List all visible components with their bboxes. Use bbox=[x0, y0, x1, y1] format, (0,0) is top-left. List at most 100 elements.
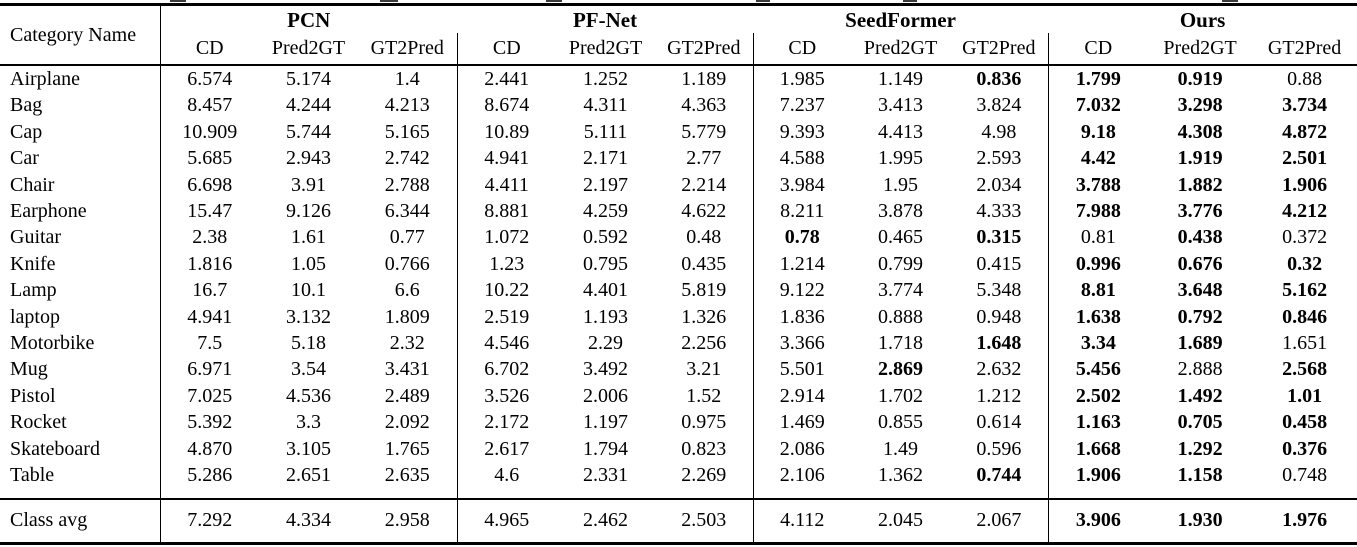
category-cell: Earphone bbox=[0, 198, 161, 225]
category-cell: Table bbox=[0, 462, 161, 489]
value-cell: 0.438 bbox=[1177, 226, 1223, 249]
value-cell: 1.52 bbox=[686, 384, 722, 407]
value-cell: 1.882 bbox=[1177, 173, 1223, 196]
value-cell: 3.91 bbox=[291, 173, 326, 196]
value-cell: 2.172 bbox=[456, 409, 557, 436]
value-cell: 0.888 bbox=[878, 305, 924, 328]
value-cell: 1.985 bbox=[752, 65, 852, 93]
value-cell: 2.489 bbox=[384, 384, 430, 407]
value-cell: 2.651 bbox=[286, 464, 331, 487]
spacer-row bbox=[0, 488, 1357, 499]
metric-header-cd: CD bbox=[1047, 33, 1149, 66]
value-cell: 4.941 bbox=[187, 305, 233, 328]
value-cell: 3.3 bbox=[296, 411, 321, 434]
category-cell: Airplane bbox=[0, 65, 161, 93]
metric-header-gt2pred: GT2Pred bbox=[1252, 33, 1357, 66]
value-cell: 7.025 bbox=[187, 384, 233, 407]
value-cell: 1.718 bbox=[878, 332, 924, 355]
value-cell: 0.705 bbox=[1177, 411, 1223, 434]
value-cell: 1.292 bbox=[1177, 437, 1223, 460]
value-cell: 5.18 bbox=[291, 332, 326, 355]
value-cell: 2.869 bbox=[878, 358, 924, 381]
value-cell: 6.344 bbox=[384, 200, 430, 223]
clipped-caption-fragment bbox=[903, 0, 917, 2]
value-cell: 10.89 bbox=[456, 118, 557, 146]
value-cell: 3.878 bbox=[878, 200, 924, 223]
value-cell: 2.171 bbox=[583, 147, 629, 170]
value-cell: 6.702 bbox=[456, 356, 557, 383]
value-cell: 1.23 bbox=[456, 250, 557, 278]
value-cell: 1.212 bbox=[976, 384, 1022, 407]
category-cell: Skateboard bbox=[0, 435, 161, 463]
value-cell: 1.492 bbox=[1177, 384, 1223, 407]
value-cell: 0.458 bbox=[1282, 411, 1328, 434]
value-cell: 0.996 bbox=[1047, 250, 1149, 278]
metric-header-pred2gt: Pred2GT bbox=[851, 33, 951, 66]
category-cell: Rocket bbox=[0, 409, 161, 436]
category-cell: Motorbike bbox=[0, 330, 161, 357]
category-cell: Cap bbox=[0, 118, 161, 146]
value-cell: 0.614 bbox=[976, 411, 1022, 434]
value-cell: 3.776 bbox=[1177, 200, 1223, 223]
value-cell: 1.809 bbox=[384, 305, 430, 328]
value-cell: 4.212 bbox=[1282, 200, 1328, 223]
spacer-cell bbox=[160, 489, 259, 499]
value-cell: 0.855 bbox=[878, 411, 924, 434]
spacer-cell bbox=[259, 489, 358, 499]
value-cell: 1.163 bbox=[1047, 409, 1149, 436]
value-cell: 0.823 bbox=[681, 437, 727, 460]
spacer-cell bbox=[0, 488, 161, 499]
value-cell: 2.197 bbox=[583, 173, 629, 196]
value-cell: 4.311 bbox=[583, 94, 628, 117]
clipped-caption-fragment bbox=[546, 0, 562, 2]
value-cell: 3.492 bbox=[583, 358, 629, 381]
value-cell: 5.174 bbox=[286, 68, 331, 90]
value-cell: 2.503 bbox=[655, 497, 754, 543]
value-cell: 1.648 bbox=[976, 332, 1022, 355]
value-cell: 0.975 bbox=[681, 411, 727, 434]
value-cell: 3.105 bbox=[286, 437, 331, 460]
value-cell: 4.588 bbox=[752, 145, 852, 172]
value-cell: 2.914 bbox=[752, 382, 852, 410]
table-row: Airplane 6.574 5.174 1.4 2.441 1.252 1.189 1.98… bbox=[0, 65, 1357, 93]
value-cell: 4.333 bbox=[976, 200, 1022, 223]
value-cell: 1.469 bbox=[752, 409, 852, 436]
value-cell: 1.976 bbox=[1252, 497, 1357, 543]
spacer-cell bbox=[358, 489, 457, 499]
table-row: Chair 6.698 3.91 2.788 4.411 2.197 2.214 3.984 1… bbox=[0, 171, 1357, 199]
category-name-header: Category Name bbox=[0, 4, 161, 66]
table-row: Mug 6.971 3.54 3.431 6.702 3.492 3.21 5.501 2.86… bbox=[0, 356, 1357, 383]
value-cell: 7.5 bbox=[197, 332, 223, 355]
value-cell: 0.836 bbox=[976, 68, 1022, 90]
value-cell: 2.269 bbox=[681, 464, 727, 487]
clipped-caption-fragment bbox=[1222, 0, 1238, 2]
value-cell: 1.638 bbox=[1047, 303, 1149, 331]
value-cell: 5.819 bbox=[681, 279, 727, 302]
table-footer: Class avg 7.292 4.334 2.958 4.965 2.462 2.503 4… bbox=[0, 497, 1357, 543]
value-cell: 10.1 bbox=[291, 279, 326, 302]
value-cell: 4.244 bbox=[286, 94, 331, 117]
value-cell: 10.909 bbox=[182, 120, 238, 143]
value-cell: 3.648 bbox=[1177, 279, 1223, 302]
value-cell: 2.214 bbox=[681, 173, 727, 196]
value-cell: 1.668 bbox=[1047, 435, 1149, 463]
value-cell: 8.211 bbox=[752, 198, 852, 225]
metric-header-gt2pred: GT2Pred bbox=[655, 33, 754, 66]
value-cell: 0.48 bbox=[686, 226, 722, 249]
value-cell: 2.568 bbox=[1282, 358, 1328, 381]
value-cell: 3.132 bbox=[286, 305, 331, 328]
category-cell: Chair bbox=[0, 171, 161, 199]
value-cell: 4.112 bbox=[752, 497, 852, 543]
value-cell: 2.462 bbox=[556, 497, 656, 543]
value-cell: 8.881 bbox=[456, 198, 557, 225]
value-cell: 1.072 bbox=[456, 224, 557, 251]
category-cell: laptop bbox=[0, 303, 161, 331]
value-cell: 0.465 bbox=[878, 226, 924, 249]
value-cell: 2.067 bbox=[950, 497, 1049, 543]
value-cell: 2.593 bbox=[976, 147, 1022, 170]
value-cell: 0.919 bbox=[1177, 68, 1223, 90]
value-cell: 9.126 bbox=[286, 200, 331, 223]
table-row: Lamp 16.7 10.1 6.6 10.22 4.401 5.819 9.122 3.774… bbox=[0, 277, 1357, 304]
value-cell: 9.393 bbox=[752, 118, 852, 146]
